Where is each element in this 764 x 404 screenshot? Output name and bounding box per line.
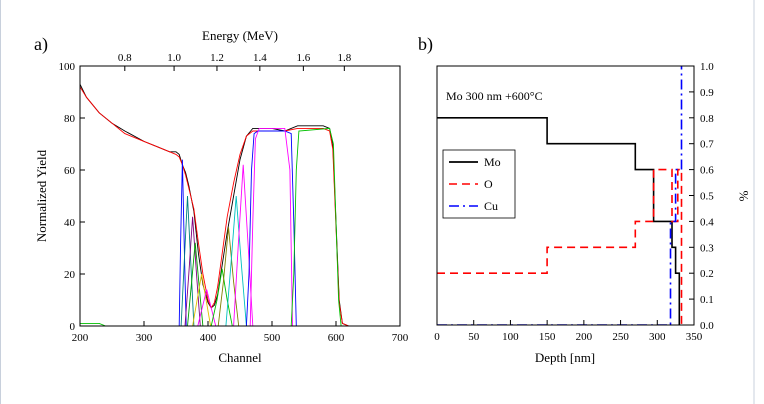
panel-a-series-6-line — [192, 273, 212, 326]
panel-a-ytick-label: 20 — [64, 269, 76, 281]
panel-b-ytick-label: 0.1 — [700, 294, 714, 306]
panel-b-ytick-label: 0.6 — [700, 165, 714, 177]
panel-b-series-2-line — [437, 66, 683, 325]
panel-b-legend: Mo O Cu — [442, 149, 516, 219]
panel-a-series-13-line — [249, 127, 293, 326]
panel-a-series-8-line — [210, 268, 233, 326]
panel-a-ytick-label: 0 — [70, 321, 76, 333]
panel-a-ytick-label: 40 — [64, 217, 76, 229]
panel-a-top-tick-label: 1.8 — [337, 52, 351, 64]
panel-b-ytick-label: 0.0 — [700, 320, 714, 332]
panel-a-xtick-label: 500 — [264, 332, 281, 344]
panel-a-xtick-label: 700 — [392, 332, 409, 344]
panel-a-xtick-label: 400 — [200, 332, 217, 344]
panel-a-xtick-label: 300 — [136, 332, 153, 344]
panel-a-series-11-line — [233, 164, 254, 326]
panel-a-ytick-label: 100 — [59, 61, 76, 73]
panel-a-series-0-line — [80, 84, 400, 326]
panel-b-xtick-label: 200 — [576, 331, 593, 343]
panel-a-series-4-line — [184, 216, 201, 326]
panel-a-label: a) — [34, 34, 48, 55]
panel-a-xtick-label: 200 — [72, 332, 89, 344]
panel-a: 200 300 400 500 600 700 0 20 40 60 80 100 0.8 1.0 1.2 1… — [34, 28, 409, 365]
panel-b-xtick-label: 100 — [502, 331, 519, 343]
panel-b-xtick-label: 350 — [686, 331, 703, 343]
panel-b-ytick-label: 0.7 — [700, 139, 714, 151]
panel-b-ytick-label: 0.8 — [700, 113, 714, 125]
panel-b-ytick-label: 0.4 — [700, 216, 714, 228]
panel-b-annotation: Mo 300 nm +600°C — [446, 89, 543, 103]
panel-b-ytick-label: 0.5 — [700, 191, 714, 203]
panel-b-xtick-label: 300 — [649, 331, 666, 343]
panel-a-series-10-line — [225, 195, 247, 326]
panel-a-series-7-line — [197, 289, 217, 326]
panel-b-label: b) — [418, 34, 433, 55]
panel-a-ytick-label: 80 — [64, 113, 76, 125]
panel-a-ylabel: Normalized Yield — [34, 149, 49, 242]
panel-a-xtick-label: 600 — [328, 332, 345, 344]
panel-b-xtick-label: 0 — [434, 331, 440, 343]
panel-a-ytick-label: 60 — [64, 165, 76, 177]
panel-b-ylabel: % — [736, 190, 751, 201]
panel-a-series-5-line — [187, 242, 204, 326]
panel-b-ytick-label: 1.0 — [700, 61, 714, 73]
legend-label-mo: Mo — [484, 155, 501, 169]
panel-a-series-1-line — [80, 86, 400, 326]
panel-a-plot-frame — [79, 65, 401, 327]
panel-b-xtick-label: 50 — [468, 331, 480, 343]
panel-a-top-tick-label: 1.4 — [253, 52, 267, 64]
panel-b-xlabel: Depth [nm] — [535, 350, 595, 365]
panel-a-series-15-line — [80, 322, 106, 326]
panel-a-top-tick-label: 0.8 — [118, 52, 132, 64]
panel-b-ytick-label: 0.2 — [700, 268, 714, 280]
legend-label-o: O — [484, 177, 493, 191]
panel-b-ytick-label: 0.9 — [700, 87, 714, 99]
panel-a-top-tick-label: 1.0 — [167, 52, 181, 64]
panel-a-top-tick-label: 1.2 — [210, 52, 224, 64]
panel-a-top-xlabel: Energy (MeV) — [202, 28, 278, 43]
legend-label-cu: Cu — [484, 199, 498, 213]
panel-b-xtick-label: 250 — [612, 331, 629, 343]
panel-b-series-0-line — [437, 117, 681, 325]
panel-a-series-14-line — [290, 127, 342, 326]
panel-b-ytick-label: 0.3 — [700, 242, 714, 254]
panel-a-series-2-line — [178, 159, 187, 326]
panel-b-xtick-label: 150 — [539, 331, 556, 343]
panel-b-series-1-line — [437, 168, 683, 325]
panel-a-xlabel: Channel — [218, 350, 262, 365]
panel-a-top-tick-label: 1.6 — [296, 52, 310, 64]
panel-a-series-3-line — [180, 195, 195, 326]
